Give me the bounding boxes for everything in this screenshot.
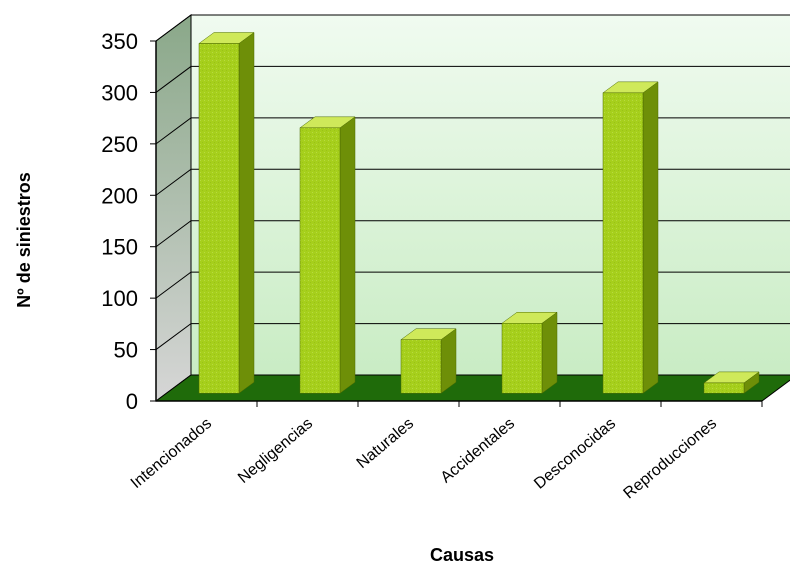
y-tick-label: 200: [101, 183, 138, 208]
bar-front: [299, 127, 341, 394]
y-tick-label: 100: [101, 286, 138, 311]
x-tick-label: Naturales: [354, 415, 417, 472]
axes: [150, 40, 763, 407]
x-tick-labels: Intencionados Negligencias Naturales Accide…: [128, 415, 720, 502]
x-tick-label: Negligencias: [235, 415, 316, 487]
bar-desconocidas: [602, 81, 659, 394]
y-tick-label: 50: [114, 338, 138, 363]
y-tick-label: 0: [126, 389, 138, 414]
bar-front: [198, 43, 240, 394]
y-tick-label: 350: [101, 29, 138, 54]
x-tick-label: Desconocidas: [531, 415, 619, 493]
gridline: [155, 168, 790, 196]
y-tick-label: 300: [101, 80, 138, 105]
bars: [198, 31, 760, 394]
gridline: [155, 14, 790, 42]
bar-front: [703, 382, 745, 394]
side-wall: [155, 14, 192, 402]
bar-intencionados: [198, 31, 255, 394]
x-tick-label: Accidentales: [438, 415, 518, 486]
bar-side: [642, 81, 659, 394]
gridline: [155, 117, 790, 145]
bar-naturales: [400, 328, 457, 394]
bar-side: [541, 311, 558, 394]
bar-front: [602, 92, 644, 394]
y-tick-labels: 0 50 100 150 200 250 300 350: [101, 29, 138, 414]
side-wall-panel: [155, 14, 192, 402]
back-wall: [190, 14, 790, 376]
gridline: [155, 65, 790, 93]
bar-front: [400, 339, 442, 394]
gridlines: [155, 14, 790, 350]
x-tick-label: Reproducciones: [621, 415, 721, 502]
bar-side: [440, 328, 457, 394]
x-tick-label: Intencionados: [128, 415, 215, 492]
y-tick-label: 150: [101, 235, 138, 260]
gridline: [155, 220, 790, 248]
bar-accidentales: [501, 311, 558, 394]
bar-reproducciones: [703, 371, 760, 394]
y-tick-label: 250: [101, 132, 138, 157]
bar-side: [238, 31, 255, 394]
gridline: [155, 323, 790, 350]
bar-front: [501, 323, 543, 394]
bar-side: [339, 116, 356, 394]
y-axis-title: Nº de siniestros: [14, 172, 34, 308]
gridline: [155, 271, 790, 299]
x-axis-title: Causas: [430, 545, 494, 565]
bar-negligencias: [299, 116, 356, 394]
back-wall-panel: [190, 14, 790, 376]
